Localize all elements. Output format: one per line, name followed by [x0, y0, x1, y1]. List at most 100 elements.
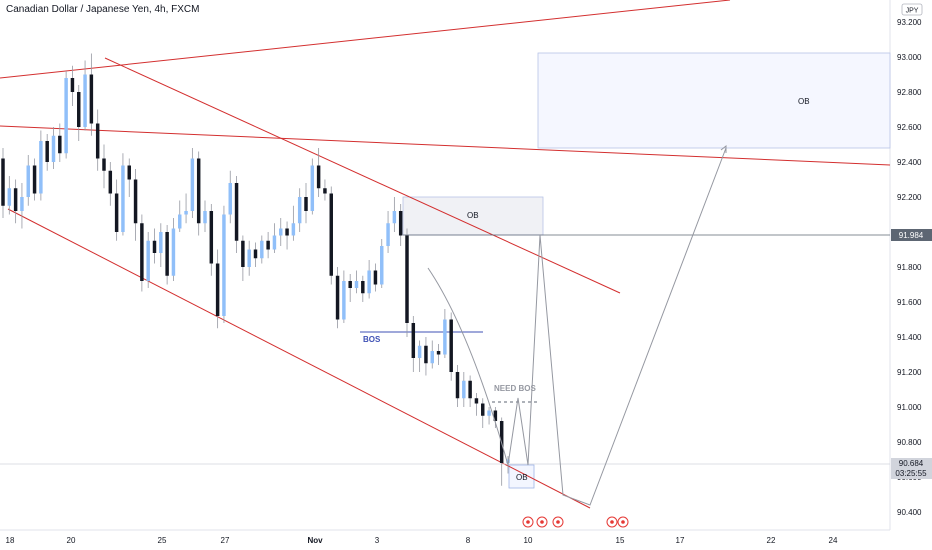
price-tick-label: 90.800	[897, 438, 922, 447]
price-tick-label: 91.800	[897, 263, 922, 272]
candle-body	[140, 223, 144, 281]
price-tick-label: 91.600	[897, 298, 922, 307]
event-icon-dot	[610, 520, 614, 524]
price-badge-level-value: 91.984	[899, 231, 924, 240]
candle-body	[203, 211, 207, 224]
candle-body	[196, 158, 201, 224]
price-axis-ticks: 93.20093.00092.80092.60092.40092.20092.0…	[897, 18, 922, 517]
candle-body	[178, 214, 182, 229]
candle-body	[487, 410, 491, 416]
projection-path	[507, 147, 727, 506]
need-bos-label: NEED BOS	[494, 384, 536, 393]
candle-body	[26, 165, 30, 197]
candle-body	[348, 281, 352, 288]
time-tick-label: 8	[466, 536, 471, 545]
ob-label-mid: OB	[467, 211, 479, 220]
trendline-horizontal	[0, 125, 891, 166]
trendline-channel-bottom	[7, 208, 591, 509]
candle-body	[114, 193, 119, 232]
time-tick-label: 20	[67, 536, 76, 545]
candle-body	[335, 275, 340, 320]
candle-body	[424, 345, 428, 364]
bos-label: BOS	[363, 335, 381, 344]
price-badge-countdown: 03:25:55	[895, 469, 927, 478]
time-axis-ticks: 18 20 25 27 Nov 3 8 10 15 17 22 24	[6, 536, 838, 545]
candle-body	[32, 165, 37, 194]
candle-body	[506, 459, 510, 463]
time-tick-label: 18	[6, 536, 15, 545]
candle-body	[310, 165, 315, 211]
candle-body	[95, 123, 100, 159]
price-badge-current-value: 90.684	[899, 459, 924, 468]
time-tick-label: 25	[158, 536, 167, 545]
projection-curve	[427, 267, 509, 466]
currency-badge-label: JPY	[906, 8, 919, 15]
candle-body	[260, 240, 264, 259]
price-tick-label: 91.400	[897, 333, 922, 342]
ob-box-top	[537, 52, 891, 149]
trendline-upper	[0, 0, 731, 79]
candle-body	[386, 223, 390, 246]
time-tick-label: 27	[221, 536, 230, 545]
ob-box-mid	[402, 196, 544, 236]
candle-body	[449, 319, 453, 372]
candle-body	[417, 345, 422, 358]
event-icons[interactable]	[522, 516, 629, 528]
candle-body	[58, 135, 62, 154]
candle-body	[323, 188, 327, 194]
event-icon-dot	[556, 520, 560, 524]
ob-label-low: OB	[516, 473, 528, 482]
candle-body	[247, 249, 251, 267]
candle-body	[83, 74, 87, 127]
candle-body	[443, 319, 447, 355]
candle-body	[234, 183, 239, 241]
candle-body	[493, 410, 498, 421]
candle-body	[222, 214, 226, 316]
candle-body	[481, 403, 485, 416]
currency-badge[interactable]	[901, 3, 923, 16]
candle-body	[474, 398, 479, 404]
candle-body	[392, 211, 397, 224]
candle-body	[398, 211, 403, 236]
candle-body	[354, 281, 359, 288]
candle-body	[209, 211, 214, 264]
candle-body	[436, 351, 441, 355]
candles-group	[1, 53, 510, 486]
price-tick-label: 92.400	[897, 158, 922, 167]
trendline-channel-top	[104, 57, 621, 294]
candle-body	[367, 270, 371, 294]
price-tick-label: 93.000	[897, 53, 922, 62]
price-tick-label: 90.400	[897, 508, 922, 517]
candle-body	[13, 188, 18, 211]
time-tick-label: 3	[375, 536, 380, 545]
candle-body	[373, 270, 378, 285]
price-badge-current	[891, 458, 932, 479]
ob-label-top: OB	[798, 97, 810, 106]
time-tick-label: 22	[767, 536, 776, 545]
time-tick-label: 24	[829, 536, 838, 545]
candle-body	[77, 92, 81, 127]
candle-body	[159, 232, 163, 253]
candle-body	[291, 223, 296, 236]
projection-arrowhead	[720, 144, 727, 153]
candle-body	[266, 240, 270, 250]
event-icon-dot	[621, 520, 625, 524]
time-tick-label: 10	[524, 536, 533, 545]
candle-body	[462, 380, 466, 399]
candle-body	[316, 165, 321, 189]
candle-body	[430, 351, 434, 364]
price-tick-label: 93.200	[897, 18, 922, 27]
candle-body	[146, 240, 150, 281]
candle-body	[285, 228, 289, 236]
price-tick-label: 91.000	[897, 403, 922, 412]
time-tick-label: 17	[676, 536, 685, 545]
candle-body	[241, 240, 245, 267]
price-tick-label: 92.800	[897, 88, 922, 97]
candle-body	[39, 141, 43, 194]
candle-body	[228, 183, 232, 215]
candle-body	[89, 74, 94, 124]
candle-body	[70, 78, 75, 92]
candle-body	[411, 323, 416, 358]
candle-body	[121, 165, 125, 232]
